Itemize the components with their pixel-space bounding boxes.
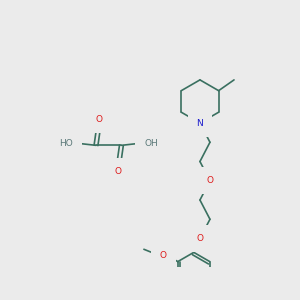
Text: O: O (115, 167, 122, 176)
Text: O: O (196, 234, 203, 243)
Text: OH: OH (145, 139, 158, 148)
Text: O: O (206, 176, 214, 185)
Text: O: O (160, 251, 167, 260)
Text: O: O (96, 115, 103, 124)
Text: HO: HO (59, 139, 73, 148)
Text: N: N (196, 118, 203, 127)
